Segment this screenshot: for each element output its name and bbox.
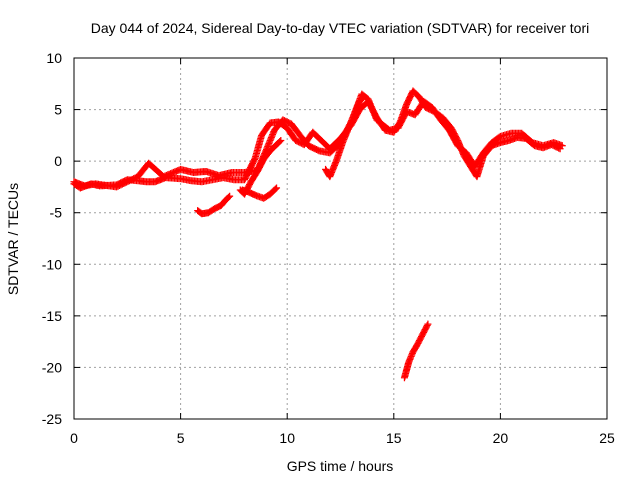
x-axis-label: GPS time / hours [287,458,394,474]
y-axis-label: SDTVAR / TECUs [5,183,21,295]
series-track-f [322,92,368,181]
y-tick-label: -20 [42,359,62,375]
series-track-e [194,192,234,218]
data-point [424,320,432,328]
x-tick-label: 0 [70,430,78,446]
data-point [558,142,566,150]
x-tick-label: 20 [493,430,509,446]
data-marks [70,87,566,382]
x-tick-label: 25 [599,430,615,446]
series-track-g [400,320,432,382]
data-point [360,92,368,100]
x-tick-label: 15 [386,430,402,446]
plot-frame [73,57,608,420]
data-point [276,138,284,146]
data-point [423,321,431,329]
axis-ticks: 0 5 10 15 20 25 10 5 0 -5 -10 -15 -20 -25 [42,50,615,446]
series-track-c [236,137,285,198]
data-point [273,184,281,192]
x-tick-label: 10 [279,430,295,446]
y-tick-label: 5 [54,102,62,118]
data-point [359,93,367,101]
y-tick-label: 0 [54,153,62,169]
gridlines [74,58,607,419]
series-track-d [238,184,281,202]
data-point [226,192,234,200]
y-tick-label: -10 [42,256,62,272]
x-tick-label: 5 [177,430,185,446]
y-tick-label: -5 [50,205,63,221]
data-point [271,185,279,193]
y-tick-label: -15 [42,308,62,324]
y-tick-label: -25 [42,411,62,427]
series-track-a [70,87,564,192]
data-point [277,137,285,145]
y-tick-label: 10 [46,50,62,66]
chart-title: Day 044 of 2024, Sidereal Day-to-day VTE… [91,20,590,36]
data-point [225,193,233,201]
